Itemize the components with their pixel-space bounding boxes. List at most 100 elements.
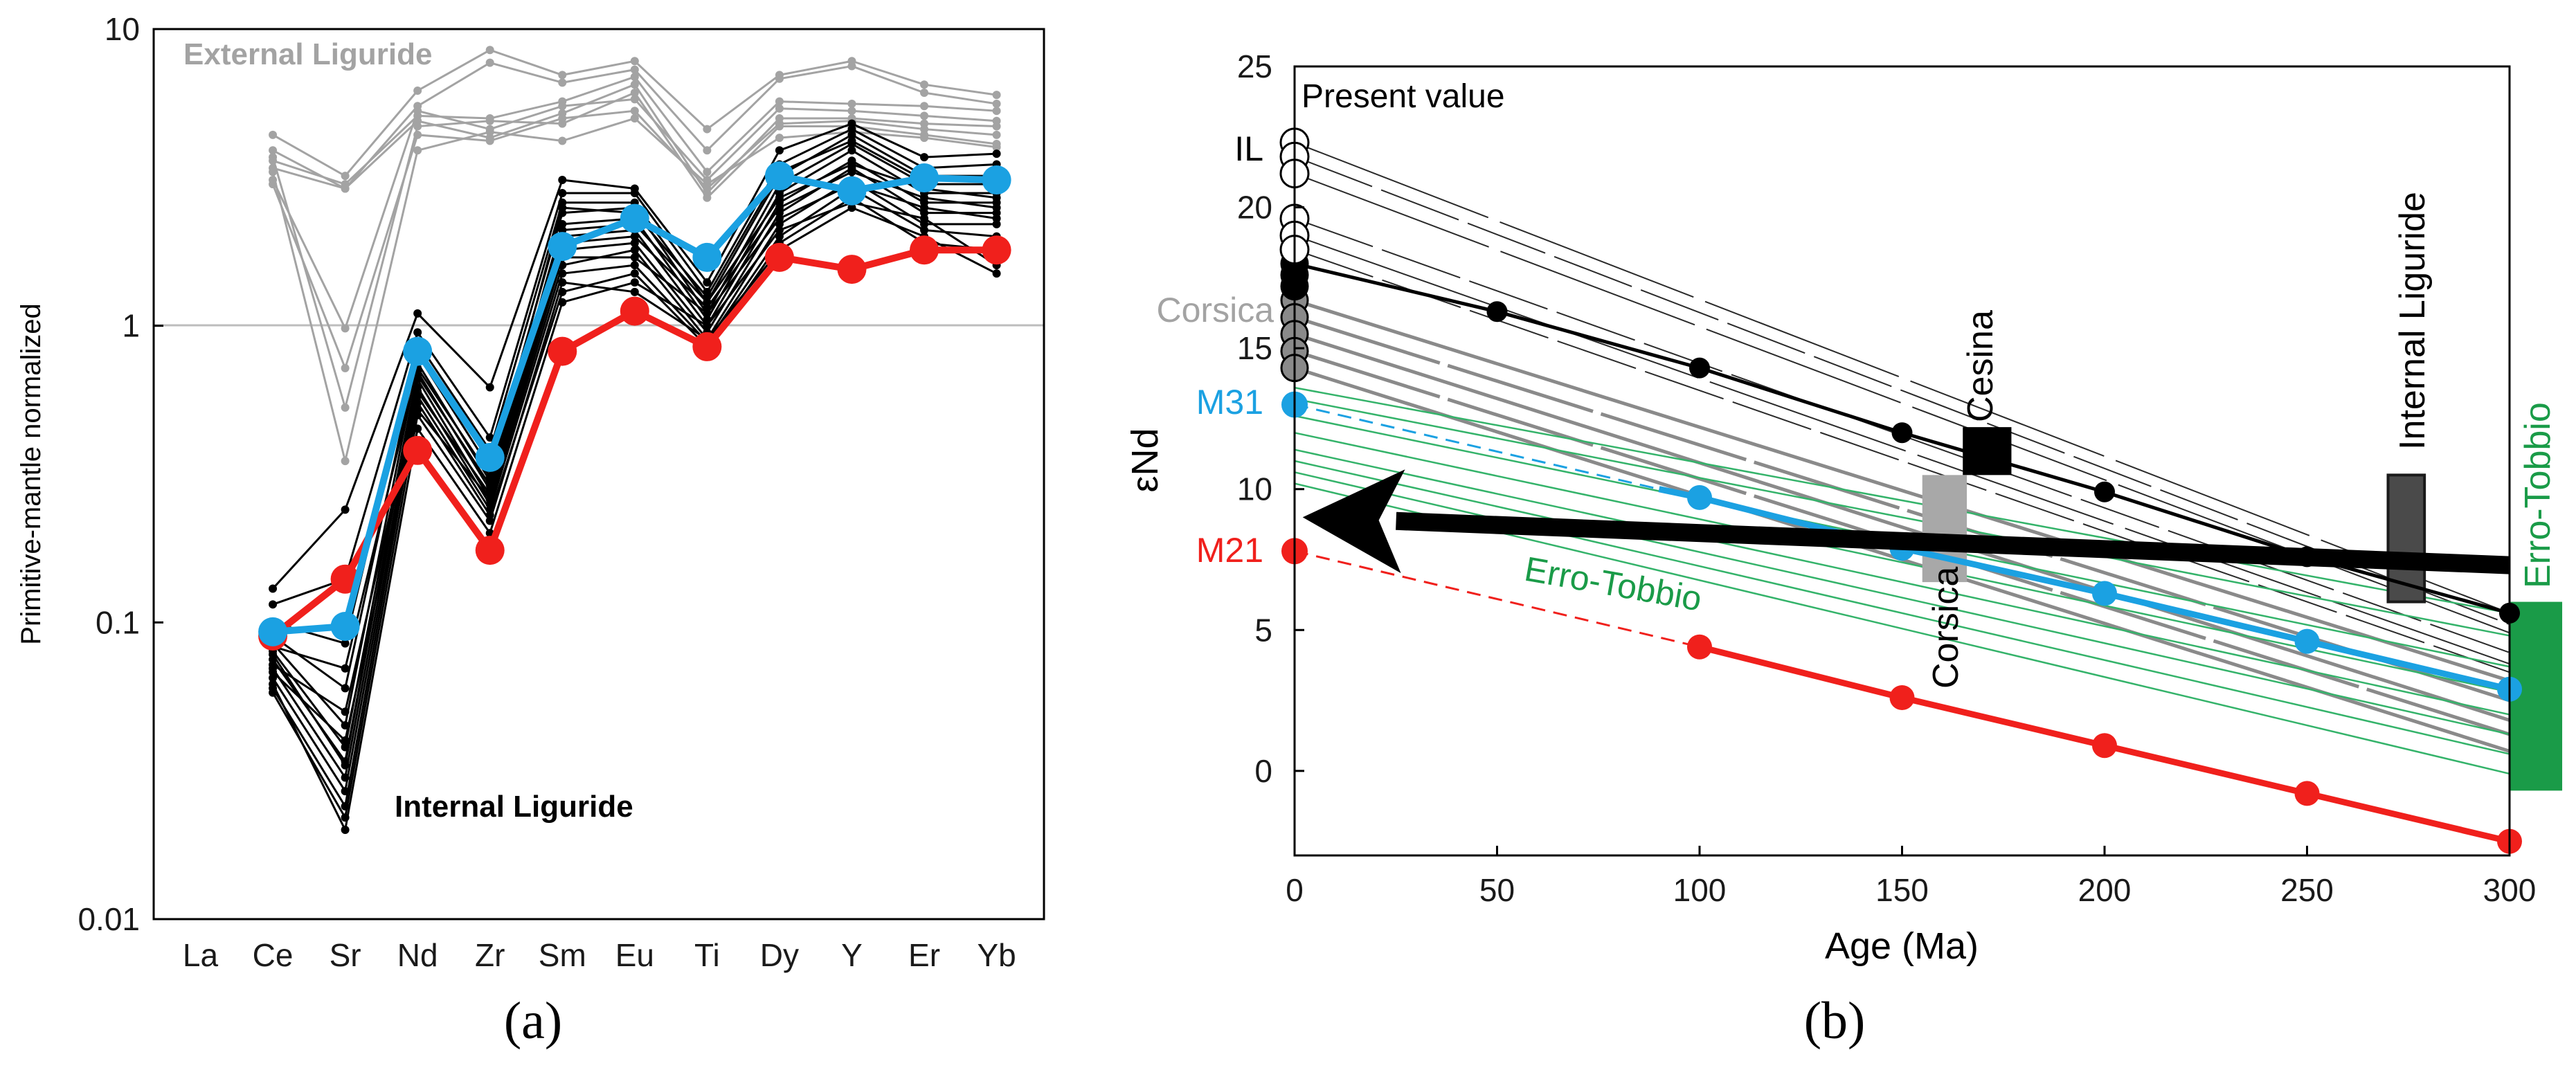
a-point-red-24-4 [548,336,577,366]
a-point-internal-10-8 [847,130,856,139]
a-point-external-4-9 [920,111,929,120]
b-black-point-3 [1891,422,1913,444]
a-x-tick-label-Zr: Zr [475,937,505,973]
a-y-tick-label-0.01: 0.01 [78,901,140,937]
b-label-erro-tobbio-vertical: Erro-Tobbio [2518,402,2558,588]
a-series-group [258,46,1011,834]
a-point-external-7-0 [269,167,278,176]
b-blue-point-3 [2092,581,2117,606]
a-point-internal-21-10 [992,203,1001,212]
a-point-external-6-4 [558,119,567,128]
a-point-internal-21-1 [341,707,350,716]
b-label-corsica-vertical: Corsica [1926,567,1966,689]
a-point-external-3-1 [341,184,350,193]
b-range-boxes-group [1922,427,2563,791]
a-point-internal-15-10 [992,219,1001,228]
b-label-present-value: Present value [1301,78,1505,115]
a-point-external-2-6 [703,167,712,176]
a-y-tick-label-1: 1 [122,308,140,344]
a-point-external-7-6 [703,180,712,189]
b-red-point-1 [1889,685,1915,710]
a-point-internal-19-0 [269,680,278,689]
a-point-external-0-0 [269,130,278,139]
a-point-internal-23-3 [485,472,494,481]
b-label-corsica-left: Corsica [1157,291,1275,329]
a-point-external-1-8 [847,62,856,71]
a-point-external-5-1 [341,363,350,372]
b-blue-dashed [1294,403,1659,491]
b-y-tick-label-10: 10 [1237,471,1272,507]
a-point-internal-9-4 [558,188,567,197]
a-plot-frame [152,28,1045,921]
a-point-blue-25-6 [692,242,722,272]
a-point-internal-20-6 [703,309,712,318]
a-point-internal-8-4 [558,176,567,185]
a-point-internal-22-10 [992,193,1001,202]
a-point-internal-23-4 [558,203,567,212]
a-point-internal-20-5 [630,253,639,262]
a-point-external-6-6 [703,193,712,202]
a-point-red-24-9 [910,235,939,265]
a-point-external-1-5 [630,65,639,74]
b-arrow-shaft [1396,511,2510,574]
a-point-internal-19-1 [341,825,350,834]
b-thin-black-line-3 [1294,217,2510,653]
a-y-tick-label-0.1: 0.1 [96,604,140,640]
a-point-external-7-2 [413,146,422,155]
a-point-internal-18-3 [485,516,494,525]
b-y-tick-label-5: 5 [1254,612,1272,648]
a-point-internal-8-9 [920,153,929,162]
a-point-internal-20-7 [775,214,784,223]
b-erro-tobbio-line-6 [1294,471,2510,755]
b-label-m21: M21 [1196,531,1263,570]
a-point-internal-21-0 [269,660,278,669]
a-point-internal-20-9 [920,203,929,212]
b-red-point-3 [2294,781,2320,806]
a-y-axis-title: Primitive-mantle normalized [16,303,46,644]
a-point-internal-23-6 [703,293,712,302]
a-point-internal-19-4 [558,298,567,307]
a-point-internal-8-0 [269,584,278,593]
a-point-external-0-2 [413,86,422,95]
a-point-red-24-5 [620,296,649,326]
a-point-external-7-10 [992,143,1001,152]
panel-label-b: (b) [1804,992,1866,1050]
a-point-external-6-2 [413,122,422,131]
a-point-blue-25-7 [764,161,794,191]
a-annotation-internal: Internal Liguride [395,790,633,824]
b-x-tick-label-50: 50 [1479,872,1515,908]
a-point-internal-20-1 [341,736,350,745]
a-point-external-1-10 [992,99,1001,108]
a-point-internal-12-4 [558,219,567,228]
b-x-tick-label-300: 300 [2483,872,2537,908]
a-point-blue-25-8 [837,176,867,206]
a-point-external-0-1 [341,172,350,181]
a-point-external-0-9 [920,80,929,89]
a-point-red-24-6 [692,332,722,361]
a-x-tick-label-Ti: Ti [694,937,720,973]
a-point-internal-16-4 [558,269,567,278]
a-point-internal-9-2 [413,328,422,337]
a-point-external-1-0 [269,146,278,155]
b-red-point-0 [1687,634,1712,660]
b-ticks-group: 0 50 100 150 200 250 300 0 5 10 15 20 25 [1237,48,2537,908]
a-point-internal-18-5 [630,287,639,296]
b-x-axis-title: Age (Ma) [1825,925,1979,967]
b-black-point-2 [1689,357,1710,379]
a-point-external-7-5 [630,114,639,123]
a-point-external-4-7 [775,104,784,113]
a-point-blue-25-5 [620,203,649,233]
b-label-cesina: Cesina [1961,310,2001,422]
b-red-point-2 [2092,733,2117,759]
a-point-internal-21-3 [485,490,494,499]
b-label-il: IL [1234,129,1263,168]
b-black-point-4 [2094,481,2115,502]
a-point-external-0-10 [992,91,1001,100]
b-thin-black-line-0 [1294,141,2510,614]
a-point-internal-8-10 [992,149,1001,158]
a-point-external-7-4 [558,136,567,145]
b-label-internal-liguride: Internal Liguride [2393,192,2433,450]
a-point-external-0-6 [703,125,712,134]
a-point-internal-22-8 [847,160,856,169]
b-x-tick-label-0: 0 [1286,872,1304,908]
